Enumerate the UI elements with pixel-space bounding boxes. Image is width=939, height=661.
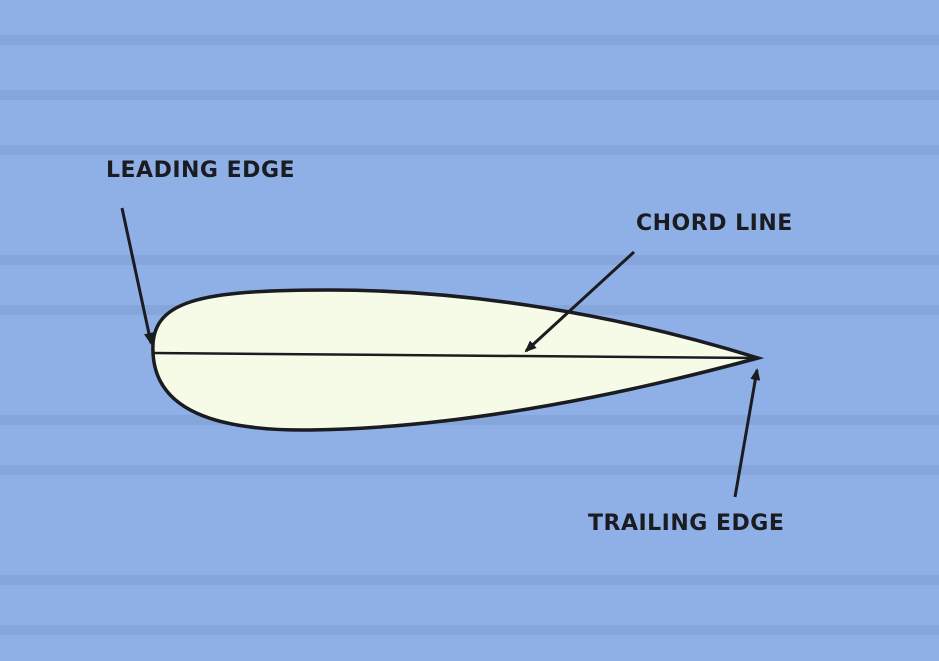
trailing-edge-arrow [735, 370, 757, 497]
trailing-edge-label: TRAILING EDGE [588, 511, 784, 536]
chord-line-label: CHORD LINE [636, 211, 793, 236]
leading-edge-arrow [122, 208, 151, 343]
leading-edge-label: LEADING EDGE [106, 158, 295, 183]
